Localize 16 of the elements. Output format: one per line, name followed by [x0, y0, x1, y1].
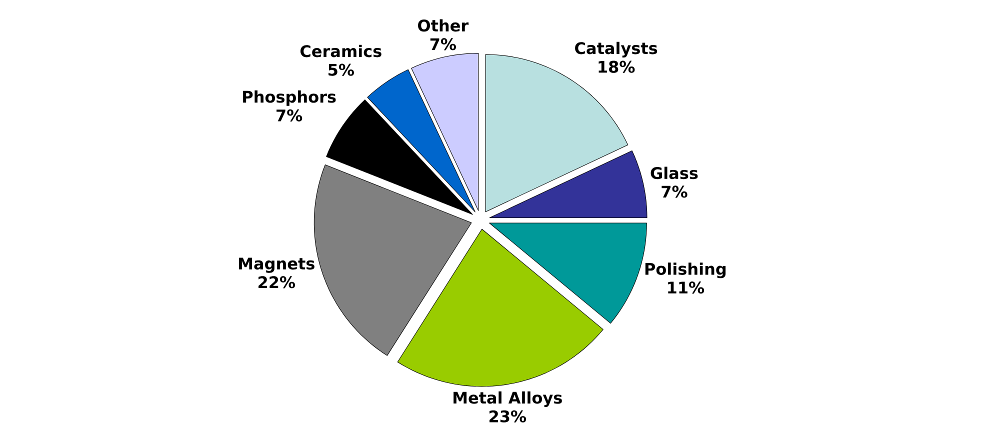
data-label: 23%	[490, 410, 526, 422]
data-label: 7%	[662, 186, 688, 198]
data-label: 18%	[598, 60, 635, 73]
slice-label: Metal Alloys	[454, 391, 562, 407]
slice-label: Polishing	[645, 262, 726, 278]
slice-label: Phosphors	[243, 90, 336, 106]
data-label: 11%	[668, 282, 704, 294]
data-label: 7%	[276, 109, 302, 122]
data-label: 7%	[430, 38, 456, 50]
slice-label: Glass	[650, 166, 698, 180]
slice-label: Ceramics	[300, 44, 382, 58]
slice-label: Catalysts	[575, 42, 658, 58]
slice-label: Other	[418, 19, 469, 32]
data-label: 22%	[258, 276, 296, 288]
data-label: 5%	[328, 64, 354, 76]
slice-label: Magnets	[239, 258, 314, 273]
